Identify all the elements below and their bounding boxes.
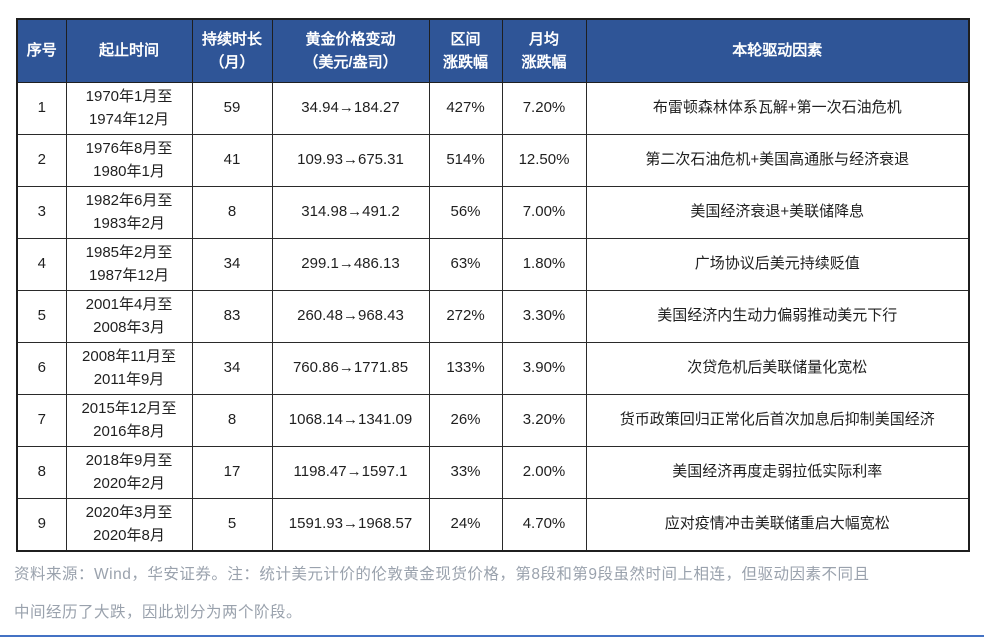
- cell-monthly: 7.20%: [501, 82, 587, 135]
- cell-range: 26%: [428, 394, 503, 447]
- cell-price: 109.93→675.31: [271, 134, 430, 187]
- cell-duration: 34: [191, 342, 273, 395]
- cell-price: 760.86→1771.85: [271, 342, 430, 395]
- cell-range: 272%: [428, 290, 503, 343]
- cell-price: 1198.47→1597.1: [271, 446, 430, 499]
- cell-duration: 8: [191, 186, 273, 239]
- cell-range: 133%: [428, 342, 503, 395]
- cell-range: 63%: [428, 238, 503, 291]
- cell-duration: 34: [191, 238, 273, 291]
- header-range: 区间 涨跌幅: [428, 18, 503, 83]
- cell-driver: 美国经济再度走弱拉低实际利率: [585, 446, 970, 499]
- cell-duration: 41: [191, 134, 273, 187]
- cell-no: 2: [16, 134, 67, 187]
- cell-period: 1976年8月至 1980年1月: [65, 134, 193, 187]
- cell-duration: 8: [191, 394, 273, 447]
- header-no: 序号: [16, 18, 67, 83]
- cell-no: 9: [16, 498, 67, 552]
- cell-period: 2015年12月至 2016年8月: [65, 394, 193, 447]
- cell-driver: 次贷危机后美联储量化宽松: [585, 342, 970, 395]
- header-price: 黄金价格变动 （美元/盎司）: [271, 18, 430, 83]
- cell-no: 5: [16, 290, 67, 343]
- cell-monthly: 1.80%: [501, 238, 587, 291]
- cell-period: 2008年11月至 2011年9月: [65, 342, 193, 395]
- cell-monthly: 3.30%: [501, 290, 587, 343]
- header-driver: 本轮驱动因素: [585, 18, 970, 83]
- header-duration: 持续时长 （月）: [191, 18, 273, 83]
- table-row: 9 2020年3月至 2020年8月 5 1591.93→1968.57 24%…: [16, 498, 970, 552]
- cell-period: 2001年4月至 2008年3月: [65, 290, 193, 343]
- cell-monthly: 3.20%: [501, 394, 587, 447]
- cell-price: 314.98→491.2: [271, 186, 430, 239]
- cell-price: 34.94→184.27: [271, 82, 430, 135]
- table-header-row: 序号 起止时间 持续时长 （月） 黄金价格变动 （美元/盎司） 区间 涨跌幅 月…: [16, 18, 970, 83]
- cell-price: 260.48→968.43: [271, 290, 430, 343]
- table-row: 1 1970年1月至 1974年12月 59 34.94→184.27 427%…: [16, 82, 970, 135]
- cell-no: 6: [16, 342, 67, 395]
- cell-duration: 59: [191, 82, 273, 135]
- cell-range: 427%: [428, 82, 503, 135]
- cell-monthly: 2.00%: [501, 446, 587, 499]
- cell-no: 4: [16, 238, 67, 291]
- cell-driver: 美国经济衰退+美联储降息: [585, 186, 970, 239]
- cell-driver: 货币政策回归正常化后首次加息后抑制美国经济: [585, 394, 970, 447]
- table-row: 8 2018年9月至 2020年2月 17 1198.47→1597.1 33%…: [16, 446, 970, 499]
- cell-period: 1970年1月至 1974年12月: [65, 82, 193, 135]
- cell-period: 2018年9月至 2020年2月: [65, 446, 193, 499]
- cell-driver: 第二次石油危机+美国高通胀与经济衰退: [585, 134, 970, 187]
- cell-range: 56%: [428, 186, 503, 239]
- cell-period: 1982年6月至 1983年2月: [65, 186, 193, 239]
- gold-bull-phases-table: 序号 起止时间 持续时长 （月） 黄金价格变动 （美元/盎司） 区间 涨跌幅 月…: [16, 18, 970, 552]
- cell-period: 1985年2月至 1987年12月: [65, 238, 193, 291]
- table-row: 4 1985年2月至 1987年12月 34 299.1→486.13 63% …: [16, 238, 970, 291]
- cell-duration: 5: [191, 498, 273, 552]
- cell-price: 1591.93→1968.57: [271, 498, 430, 552]
- table-row: 2 1976年8月至 1980年1月 41 109.93→675.31 514%…: [16, 134, 970, 187]
- table-row: 3 1982年6月至 1983年2月 8 314.98→491.2 56% 7.…: [16, 186, 970, 239]
- cell-driver: 广场协议后美元持续贬值: [585, 238, 970, 291]
- cell-period: 2020年3月至 2020年8月: [65, 498, 193, 552]
- table-row: 7 2015年12月至 2016年8月 8 1068.14→1341.09 26…: [16, 394, 970, 447]
- cell-duration: 17: [191, 446, 273, 499]
- cell-range: 33%: [428, 446, 503, 499]
- cell-price: 1068.14→1341.09: [271, 394, 430, 447]
- cell-driver: 应对疫情冲击美联储重启大幅宽松: [585, 498, 970, 552]
- cell-no: 8: [16, 446, 67, 499]
- cell-monthly: 7.00%: [501, 186, 587, 239]
- table-row: 6 2008年11月至 2011年9月 34 760.86→1771.85 13…: [16, 342, 970, 395]
- cell-duration: 83: [191, 290, 273, 343]
- cell-no: 7: [16, 394, 67, 447]
- cell-driver: 布雷顿森林体系瓦解+第一次石油危机: [585, 82, 970, 135]
- cell-price: 299.1→486.13: [271, 238, 430, 291]
- cell-monthly: 4.70%: [501, 498, 587, 552]
- cell-range: 24%: [428, 498, 503, 552]
- cell-no: 3: [16, 186, 67, 239]
- source-note: 资料来源：Wind，华安证券。注：统计美元计价的伦敦黄金现货价格，第8段和第9段…: [14, 566, 870, 621]
- cell-monthly: 3.90%: [501, 342, 587, 395]
- table-row: 5 2001年4月至 2008年3月 83 260.48→968.43 272%…: [16, 290, 970, 343]
- header-monthly: 月均 涨跌幅: [501, 18, 587, 83]
- cell-monthly: 12.50%: [501, 134, 587, 187]
- cell-no: 1: [16, 82, 67, 135]
- header-period: 起止时间: [65, 18, 193, 83]
- cell-driver: 美国经济内生动力偏弱推动美元下行: [585, 290, 970, 343]
- bottom-divider: [0, 635, 984, 637]
- cell-range: 514%: [428, 134, 503, 187]
